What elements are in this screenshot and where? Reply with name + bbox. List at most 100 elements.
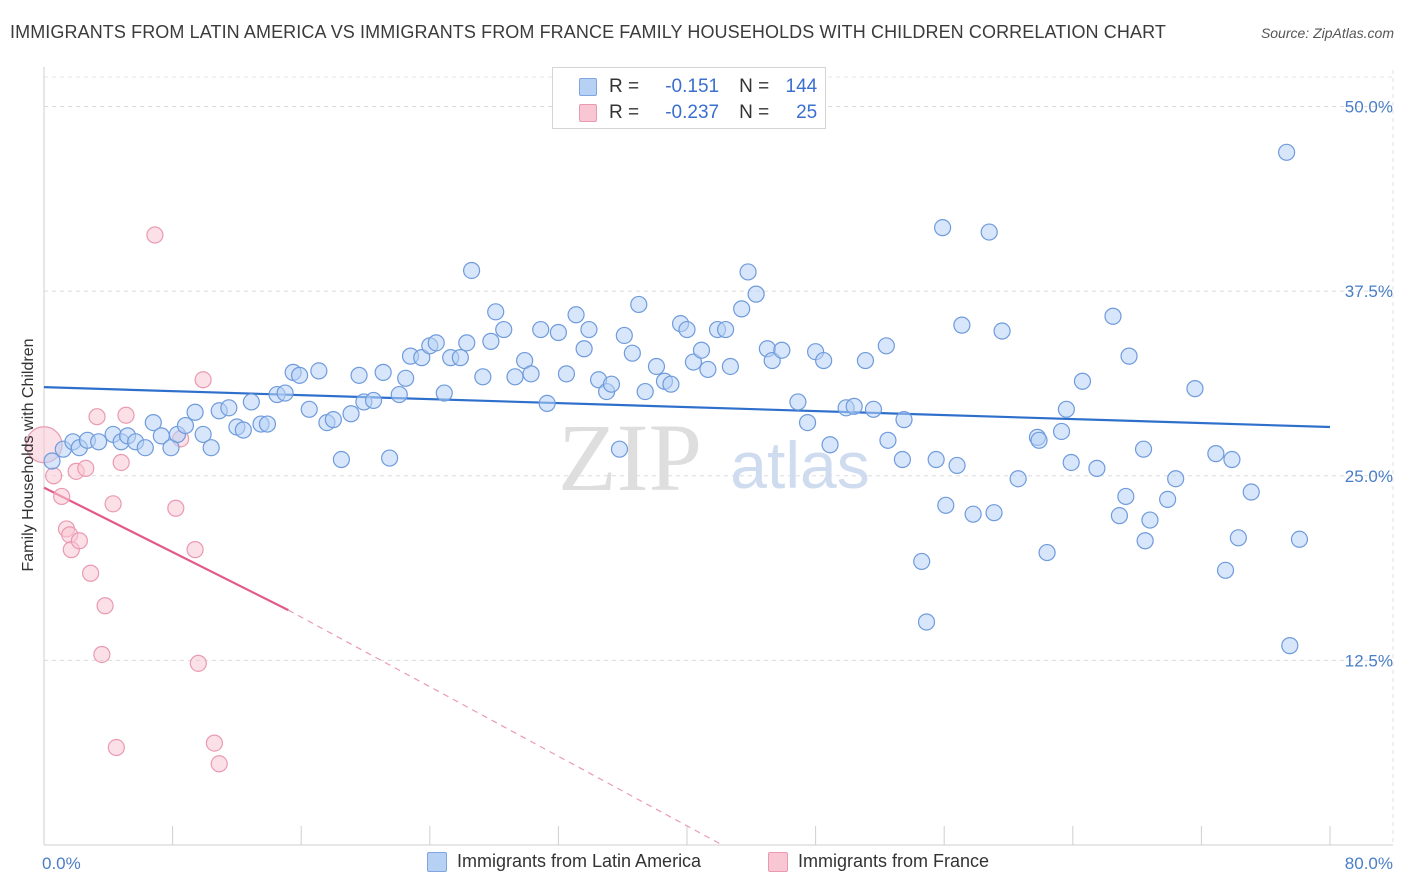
france-points <box>25 226 228 773</box>
source-label: Source: ZipAtlas.com <box>1260 25 1394 41</box>
gridlines <box>44 70 1394 845</box>
latin-america-trend-line <box>43 386 1331 429</box>
latin-america-point <box>136 439 154 457</box>
latin-america-point <box>1167 470 1185 488</box>
latin-america-point <box>1120 347 1138 365</box>
legend-r-value: -0.237 <box>665 102 720 123</box>
x-tick-label: 80.0% <box>1345 854 1393 873</box>
latin-america-point <box>176 416 195 435</box>
france-point <box>70 532 88 550</box>
latin-america-point <box>390 385 408 404</box>
latin-america-point <box>933 219 952 237</box>
latin-america-point <box>877 337 895 355</box>
latin-america-point <box>234 421 252 439</box>
latin-america-point <box>538 394 556 412</box>
latin-america-point <box>482 332 500 350</box>
tick-labels: 12.5% 25.0% 37.5% 50.0% 0.0% 80.0% <box>42 98 1393 873</box>
latin-america-point <box>927 450 945 469</box>
france-point <box>205 734 223 752</box>
latin-america-point <box>276 384 294 402</box>
latin-america-point <box>953 316 971 334</box>
france-point <box>104 495 122 513</box>
latin-america-point <box>495 320 513 339</box>
latin-america-point <box>342 405 360 423</box>
latin-america-point <box>487 303 505 321</box>
france-point <box>146 226 164 244</box>
latin-america-point <box>324 411 342 429</box>
legend-r-label: R = <box>609 76 640 97</box>
latin-america-point <box>1141 511 1159 529</box>
latin-america-point <box>90 433 108 451</box>
latin-america-point <box>602 375 621 393</box>
latin-america-point <box>435 384 453 402</box>
france-point <box>186 541 204 559</box>
latin-america-point <box>258 415 277 433</box>
latin-america-point <box>242 393 260 411</box>
chart-title: IMMIGRANTS FROM LATIN AMERICA VS IMMIGRA… <box>10 22 1166 42</box>
latin-america-point <box>1134 440 1153 458</box>
france-point <box>88 408 106 426</box>
latin-america-point <box>699 360 717 379</box>
latin-america-point <box>662 375 680 393</box>
bottom-legend-label-latin-america: Immigrants from Latin America <box>457 851 702 871</box>
latin-america-point <box>845 397 863 415</box>
latin-america-point <box>202 439 220 457</box>
latin-america-point <box>985 504 1003 522</box>
legend-n-value: 25 <box>796 102 818 123</box>
latin-america-point <box>893 450 912 469</box>
france-point <box>96 597 114 615</box>
latin-america-points <box>43 143 1309 655</box>
latin-america-point <box>864 400 883 418</box>
latin-america-point <box>350 366 368 384</box>
latin-america-point <box>580 320 598 339</box>
france-point <box>112 453 130 472</box>
legend-row-france: R = -0.237 N = 25 <box>553 100 817 126</box>
latin-america-point <box>374 363 392 381</box>
latin-america-point <box>895 411 913 429</box>
y-axis-label: Family Households with Children <box>20 339 37 572</box>
watermark-zip: ZIP <box>558 404 702 511</box>
watermark-atlas: atlas <box>730 428 869 502</box>
watermark: ZIP atlas <box>558 404 870 511</box>
latin-america-point <box>575 340 593 358</box>
france-trend-line <box>43 486 289 612</box>
legend-r-value: -0.151 <box>665 76 720 97</box>
france-point <box>210 755 228 773</box>
latin-america-point <box>789 393 807 411</box>
latin-america-point <box>1229 529 1247 547</box>
latin-america-point <box>557 365 576 383</box>
france-point <box>53 487 71 506</box>
latin-america-point <box>381 449 399 467</box>
latin-america-point <box>993 322 1011 340</box>
latin-america-point <box>1186 380 1204 398</box>
latin-america-point <box>1009 470 1027 488</box>
bottom-legend-swatch-france <box>768 851 788 872</box>
latin-america-point <box>692 341 711 359</box>
latin-america-point <box>1223 450 1241 469</box>
latin-america-point <box>310 362 328 380</box>
latin-america-point <box>937 496 955 514</box>
legend-n-value: 144 <box>785 76 818 97</box>
latin-america-point <box>1073 372 1092 390</box>
latin-america-point <box>636 382 654 401</box>
latin-america-point <box>1242 483 1260 501</box>
latin-america-point <box>458 334 476 352</box>
latin-america-point <box>721 357 740 376</box>
latin-america-point <box>186 403 204 421</box>
latin-america-point <box>747 285 765 303</box>
latin-america-point <box>1277 143 1296 161</box>
latin-america-point <box>522 365 540 383</box>
france-point <box>117 406 135 424</box>
latin-america-point <box>451 349 469 367</box>
y-tick-label: 50.0% <box>1345 98 1393 117</box>
latin-america-point <box>739 263 757 281</box>
latin-america-point <box>615 326 633 345</box>
latin-america-point <box>1104 307 1122 325</box>
latin-america-point <box>43 452 61 470</box>
latin-america-point <box>948 456 966 475</box>
france-point <box>93 645 111 664</box>
latin-america-point <box>1110 507 1129 525</box>
latin-america-point <box>397 369 415 387</box>
france-trend-extension <box>288 609 723 846</box>
legend-row-latin-america: R = -0.151 N = 144 <box>553 74 817 100</box>
